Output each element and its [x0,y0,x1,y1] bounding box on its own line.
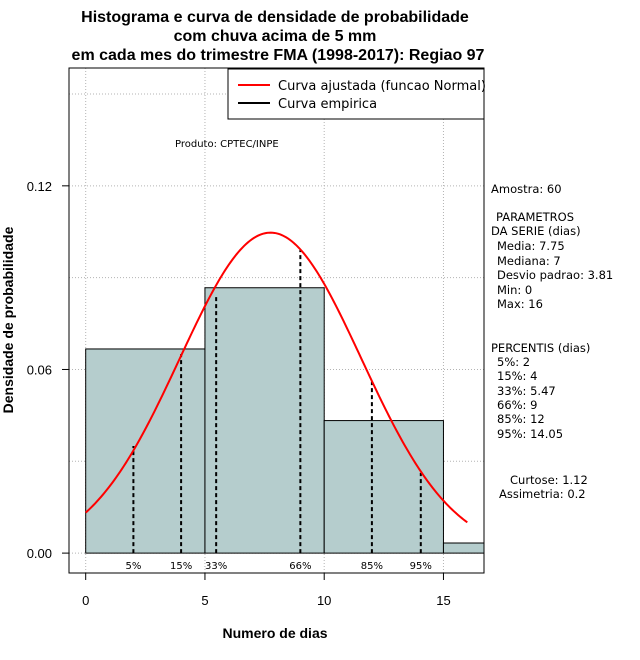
histogram-bars [85,287,485,554]
params-subheader: DA SERIE (dias) [491,224,581,238]
param-mean: Media: 7.75 [497,239,565,253]
kurtosis: Curtose: 1.12 [510,473,588,487]
percentil-66: 66%: 9 [497,398,537,412]
percentile-label-1: 15% [170,561,192,572]
percentil-85: 85%: 12 [497,412,545,426]
sample-size: Amostra: 60 [491,182,562,196]
x-axis-label: Numero de dias [222,625,327,641]
histogram-bar-1 [204,287,325,554]
percentile-label-5: 95% [410,561,432,572]
y-tick-label-1: 0.06 [27,362,52,377]
percentile-label-4: 85% [361,561,383,572]
x-tick-label-3: 15 [436,593,450,608]
percentile-label-0: 5% [125,561,141,572]
y-tick-label-2: 0.12 [27,179,52,194]
normal-curve [85,231,468,524]
percentile-lines: 5% 15% 33% 66% 85% 95% [125,250,432,572]
percentis-header: PERCENTIS (dias) [491,341,590,355]
normal-curve-path [85,231,468,524]
x-tick-label-0: 0 [82,593,89,608]
chart-title-line-3: em cada mes do trimestre FMA (1998-2017)… [72,47,485,64]
x-tick-label-1: 5 [201,593,208,608]
percentil-5: 5%: 2 [497,355,530,369]
stats-panel: Amostra: 60 PARAMETROS DA SERIE (dias) M… [491,182,613,501]
x-tick-label-2: 10 [317,593,331,608]
legend-label-normal: Curva ajustada (funcao Normal) [278,79,486,94]
percentil-15: 15%: 4 [497,369,537,383]
histogram-bar-3 [442,542,485,554]
percentile-label-2: 33% [205,561,227,572]
legend-box [227,68,485,120]
percentil-33: 33%: 5.47 [497,384,556,398]
param-min: Min: 0 [497,283,532,297]
params-header: PARAMETROS [496,210,574,224]
param-max: Max: 16 [497,297,543,311]
percentil-95: 95%: 14.05 [497,427,563,441]
chart-title-line-2: com chuva acima de 5 mm [174,28,377,45]
plot-frame [68,67,485,574]
legend-label-empirical: Curva empirica [278,97,377,112]
product-annotation: Produto: CPTEC/INPE [175,139,279,150]
param-median: Mediana: 7 [497,254,561,268]
axes: 0 5 10 15 0.00 0.06 0.12 [27,179,451,608]
y-axis-label: Densidade de probabilidade [0,226,16,413]
param-stddev: Desvio padrao: 3.81 [497,268,613,282]
histogram-bar-2 [323,420,444,554]
legend: Curva ajustada (funcao Normal) Curva emp… [227,68,486,120]
y-tick-label-0: 0.00 [27,546,52,561]
percentile-label-3: 66% [289,561,311,572]
skewness: Assimetria: 0.2 [499,487,586,501]
histogram-bar-0 [85,348,206,554]
chart-title-line-1: Histograma e curva de densidade de proba… [81,9,469,26]
